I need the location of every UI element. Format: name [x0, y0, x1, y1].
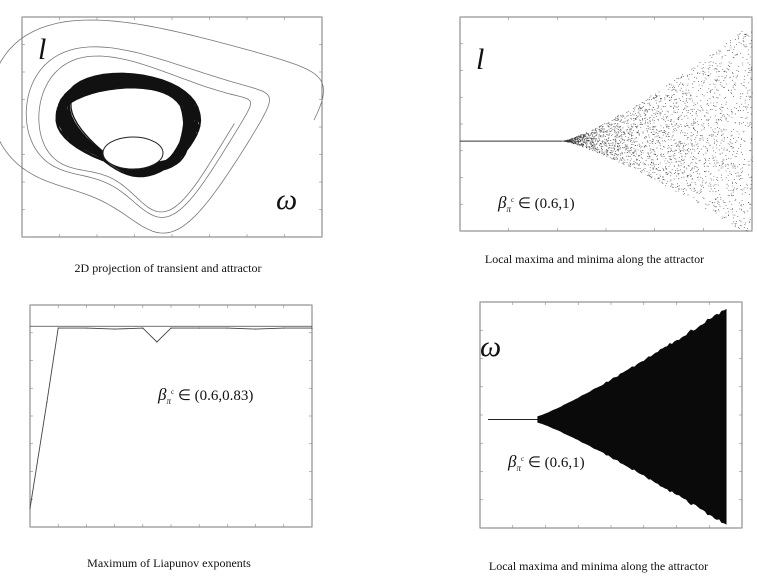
lyapunov-point: [85, 327, 87, 329]
caption-lyapunov: Maximum of Liapunov exponents: [87, 556, 251, 570]
y-variable-label: ω: [480, 330, 502, 363]
y-variable-label: l: [38, 33, 47, 66]
lyapunov-point: [226, 327, 228, 329]
lyapunov-point: [142, 327, 144, 329]
panel-bifurcation-omega: ω βπc ∈ (0.6,1): [440, 292, 757, 552]
lyapunov-plot: [29, 304, 313, 528]
plot-frame: [29, 304, 313, 528]
lyapunov-point: [198, 327, 200, 329]
lyapunov-point: [170, 327, 172, 329]
attractor: [55, 72, 202, 178]
parameter-annotation: βπc ∈ (0.6,0.83): [158, 385, 254, 406]
phase-portrait-plot: [0, 16, 324, 238]
bifurcation-plot-omega: [479, 301, 743, 529]
lyapunov-point: [57, 327, 59, 329]
lyapunov-point: [255, 328, 257, 330]
bifurcation-band: [537, 308, 727, 525]
panel-phase-portrait: l ω: [0, 5, 328, 255]
x-variable-label: ω: [276, 183, 298, 216]
panel-lyapunov: βπc ∈ (0.6,0.83): [18, 295, 320, 545]
lyapunov-point: [114, 328, 116, 330]
attractor-hole: [102, 136, 164, 170]
lyapunov-point: [311, 327, 313, 329]
caption-bifurcation-omega: Local maxima and minima along the attrac…: [488, 559, 709, 573]
panel-bifurcation-l: l βπc ∈ (0.6,1): [432, 5, 757, 245]
lyapunov-point: [46, 401, 48, 403]
lyapunov-point: [283, 327, 285, 329]
lyapunov-point: [156, 341, 158, 343]
caption-phase-portrait: 2D projection of transient and attractor: [74, 261, 262, 275]
transient-trajectory: [0, 19, 324, 234]
bifurcation-plot-l: [459, 16, 753, 232]
parameter-annotation: βπc ∈ (0.6,1): [508, 452, 585, 473]
y-variable-label: l: [476, 43, 485, 76]
lyapunov-point: [29, 507, 31, 510]
parameter-annotation: βπc ∈ (0.6,1): [498, 193, 575, 214]
caption-bifurcation-l: Local maxima and minima along the attrac…: [484, 252, 705, 266]
bifurcation-points: [562, 31, 753, 232]
